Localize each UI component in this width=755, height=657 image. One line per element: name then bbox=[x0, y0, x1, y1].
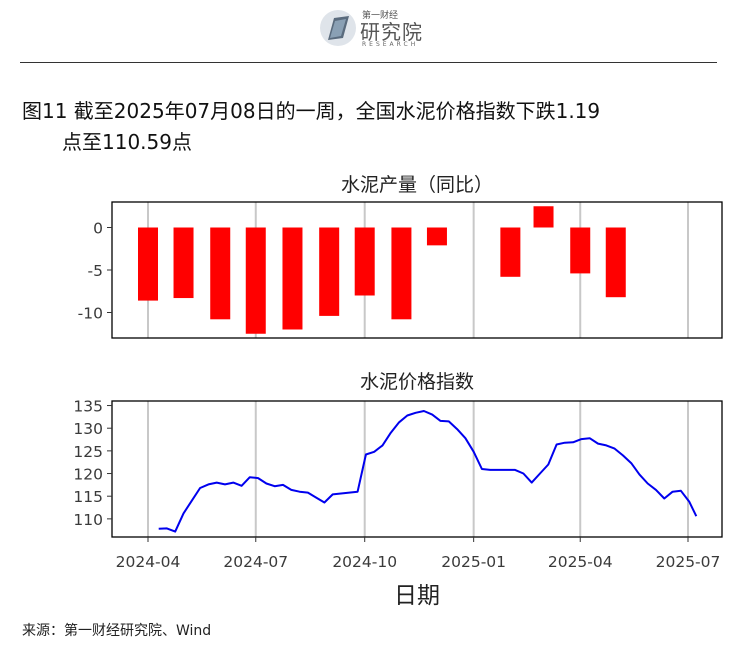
bar-2024-05 bbox=[173, 227, 194, 299]
bar-2024-10 bbox=[354, 227, 375, 296]
line-chart-title: 水泥价格指数 bbox=[360, 371, 474, 393]
header-divider bbox=[20, 62, 717, 63]
line-y-tick-label: 110 bbox=[73, 511, 103, 529]
report-header: 第一财经 研究院 RESEARCH bbox=[0, 0, 755, 66]
source-note: 来源：第一财经研究院、Wind bbox=[22, 623, 212, 639]
yicai-logo-icon bbox=[320, 10, 356, 46]
figure-caption: 图11 截至2025年07月08日的一周，全国水泥价格指数下跌1.19 点至11… bbox=[22, 96, 722, 158]
caption-line-2: 点至110.59点 bbox=[62, 130, 192, 154]
line-y-tick-label: 115 bbox=[73, 488, 103, 506]
x-tick-label: 2024-04 bbox=[116, 553, 181, 571]
line-y-tick-label: 130 bbox=[73, 420, 103, 438]
bar-y-tick-label: 0 bbox=[93, 220, 103, 238]
bar-2024-06 bbox=[210, 227, 231, 320]
charts-canvas: 水泥产量（同比） 0 -5 -10 水泥价格指数 110 115 120 125 130 135 20… bbox=[73, 174, 723, 609]
line-y-tick-label: 125 bbox=[73, 443, 103, 461]
logo-english: RESEARCH bbox=[362, 41, 419, 48]
x-axis-title: 日期 bbox=[394, 583, 440, 609]
bar-2024-07 bbox=[245, 227, 266, 334]
bar-panel-frame bbox=[111, 201, 723, 339]
logo-wordmark: 研究院 bbox=[360, 20, 423, 44]
bar-2024-12 bbox=[426, 227, 447, 246]
bar-chart-title: 水泥产量（同比） bbox=[341, 174, 493, 196]
line-y-tick-label: 120 bbox=[73, 466, 103, 484]
bar-2025-02 bbox=[500, 227, 521, 277]
bar-y-tick-label: -10 bbox=[78, 305, 103, 323]
bar-2024-11 bbox=[391, 227, 412, 320]
x-tick-label: 2024-07 bbox=[223, 553, 288, 571]
line-y-tick-label: 135 bbox=[73, 398, 103, 416]
logo-subtitle: 第一财经 bbox=[362, 11, 399, 21]
bar-2025-03 bbox=[533, 206, 554, 228]
x-tick-label: 2024-10 bbox=[332, 553, 397, 571]
caption-line-1: 图11 截至2025年07月08日的一周，全国水泥价格指数下跌1.19 bbox=[22, 99, 601, 123]
x-tick-label: 2025-07 bbox=[656, 553, 721, 571]
price-index-line bbox=[158, 410, 698, 533]
bar-y-tick-label: -5 bbox=[88, 262, 103, 280]
bar-2025-05 bbox=[605, 227, 626, 298]
bar-2024-09 bbox=[319, 227, 340, 316]
x-tick-label: 2025-04 bbox=[548, 553, 613, 571]
x-tick-label: 2025-01 bbox=[441, 553, 506, 571]
bar-2024-08 bbox=[282, 227, 303, 330]
bar-2024-04 bbox=[138, 227, 158, 301]
line-panel-frame bbox=[111, 400, 723, 538]
bar-2025-04 bbox=[570, 227, 591, 274]
